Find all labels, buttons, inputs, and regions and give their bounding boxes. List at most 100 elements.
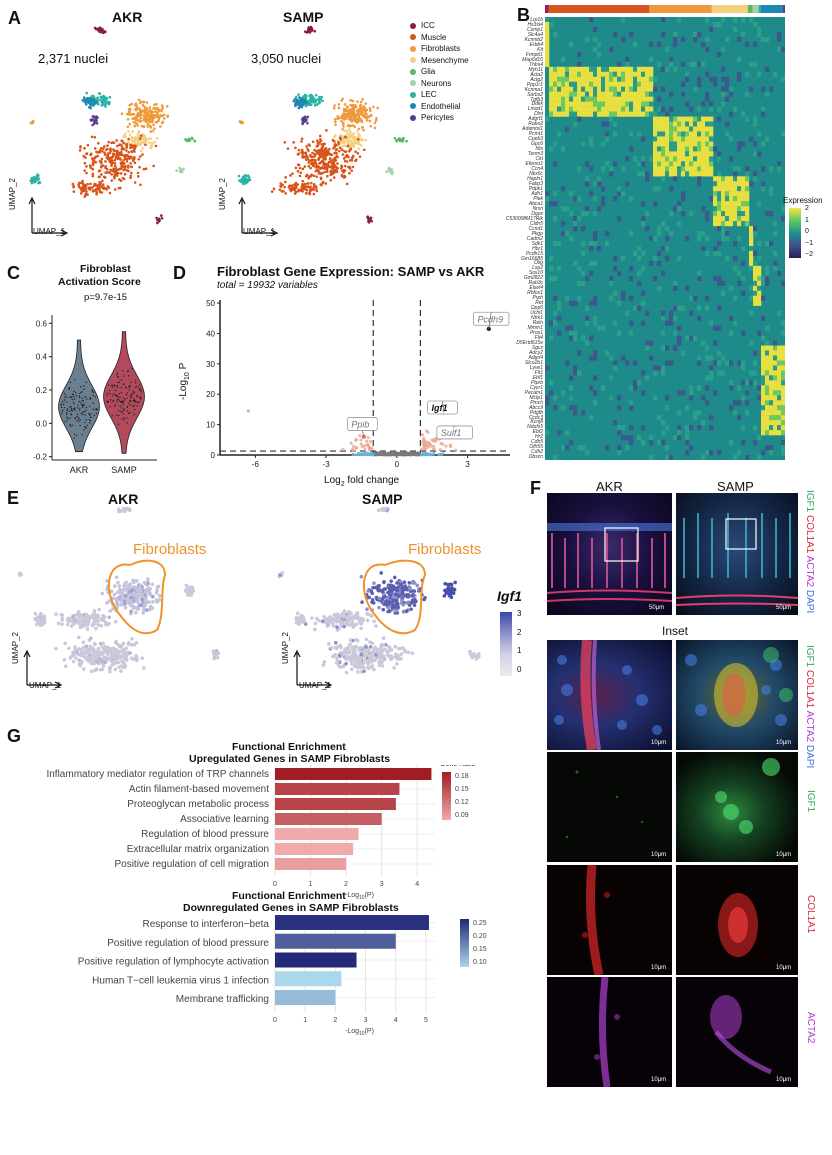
heatmap-cell: [593, 315, 598, 321]
umap-point: [143, 108, 147, 111]
heatmap-cell: [609, 86, 614, 92]
heatmap-cell: [569, 71, 574, 77]
heatmap-gene-label: Hapln1: [527, 176, 543, 182]
umap-point: [270, 190, 274, 193]
violin-point: [133, 400, 135, 402]
heatmap-cell: [625, 435, 630, 441]
heatmap-cell: [593, 355, 598, 361]
heatmap-cell: [605, 231, 610, 237]
umap-point: [108, 95, 112, 99]
umap-point: [138, 108, 141, 111]
umap-point: [99, 147, 103, 150]
heatmap-cell: [641, 66, 646, 72]
heatmap-cell: [757, 385, 762, 391]
heatmap-cell: [653, 126, 658, 132]
heatmap-cell: [553, 201, 558, 207]
violin-point: [139, 387, 142, 390]
heatmap-cell: [685, 156, 690, 162]
heatmap-gene-label: Lsp2: [532, 265, 543, 272]
heatmap-cell: [633, 81, 638, 87]
heatmap-cell: [661, 156, 666, 162]
violin-point: [63, 406, 66, 409]
umap-point: [125, 168, 128, 172]
umap-point: [104, 99, 107, 103]
umap-point: [350, 159, 354, 162]
heatmap-cell: [765, 280, 770, 286]
umap-point: [148, 120, 151, 124]
heatmap-cell: [721, 196, 726, 202]
heatmap-cell: [741, 360, 746, 366]
heatmap-cell: [613, 161, 618, 167]
umap-point: [111, 159, 114, 162]
umap-point: [113, 164, 117, 168]
heatmap-cell: [549, 86, 554, 92]
violin-point: [110, 399, 112, 401]
heatmap-cluster-segment: [545, 5, 549, 13]
heatmap-cell: [693, 161, 698, 167]
heatmap-cell: [733, 265, 738, 272]
heatmap-cell: [661, 131, 666, 137]
umap-point: [329, 178, 333, 182]
feature-point: [54, 646, 58, 651]
heatmap-cell: [677, 146, 682, 152]
heatmap-cell: [701, 171, 706, 177]
umap-point: [354, 138, 357, 142]
violin-point: [91, 390, 94, 393]
heatmap-cell: [613, 31, 618, 38]
heatmap-cell: [637, 81, 642, 87]
heatmap-cell: [609, 171, 614, 177]
heatmap-cell: [629, 101, 634, 107]
heatmap-cell: [757, 435, 762, 441]
heatmap-cell: [705, 400, 710, 406]
umap-point: [110, 179, 114, 182]
heatmap-cell: [741, 260, 746, 267]
umap-point: [323, 142, 327, 146]
heatmap-cell: [713, 221, 718, 227]
feature-point: [77, 647, 81, 651]
heatmap-cell: [549, 66, 554, 72]
heatmap-cell: [677, 121, 682, 127]
umap-point: [147, 137, 151, 140]
heatmap-cell: [681, 390, 686, 396]
heatmap-cluster-bar: [545, 5, 785, 13]
heatmap-cell: [733, 171, 738, 177]
heatmap-cell: [593, 181, 598, 187]
umap-point: [86, 182, 89, 186]
heatmap-colorbar-tick: −2: [805, 251, 813, 258]
heatmap-cell: [773, 221, 778, 227]
heatmap-cell: [681, 196, 686, 202]
heatmap-cell: [553, 395, 558, 401]
umap-point: [319, 176, 323, 180]
heatmap-cell: [665, 171, 670, 177]
feature-point: [114, 598, 119, 603]
umap-point: [315, 175, 319, 178]
heatmap-gene-label: Ebf2: [532, 429, 543, 436]
heatmap-cell: [589, 17, 594, 23]
heatmap-cell: [705, 216, 710, 222]
umap-point: [348, 148, 352, 152]
violin-point: [76, 415, 78, 418]
heatmap-cell: [601, 166, 606, 172]
heatmap-gene-label: Slco2b1: [524, 359, 543, 366]
heatmap-cell: [693, 131, 698, 137]
umap-point: [107, 158, 111, 162]
heatmap-cell: [657, 151, 662, 157]
umap-point: [364, 138, 367, 142]
umap-point: [324, 149, 328, 152]
heatmap-cell: [685, 435, 690, 441]
heatmap-gene-label: Dpp6: [531, 305, 543, 312]
umap-point: [348, 159, 352, 162]
heatmap-cell: [745, 206, 750, 212]
umap-point: [351, 114, 355, 118]
feature-point: [134, 655, 139, 660]
heatmap-cell: [629, 275, 634, 282]
heatmap-cell: [549, 255, 554, 262]
umap-point: [93, 101, 97, 105]
umap-point: [344, 107, 348, 111]
umap-point: [311, 140, 315, 144]
violin-point: [83, 388, 85, 390]
heatmap-cell: [741, 425, 746, 431]
legend-swatch: [410, 34, 416, 41]
heatmap-cell: [689, 121, 694, 127]
heatmap-cell: [617, 66, 622, 72]
